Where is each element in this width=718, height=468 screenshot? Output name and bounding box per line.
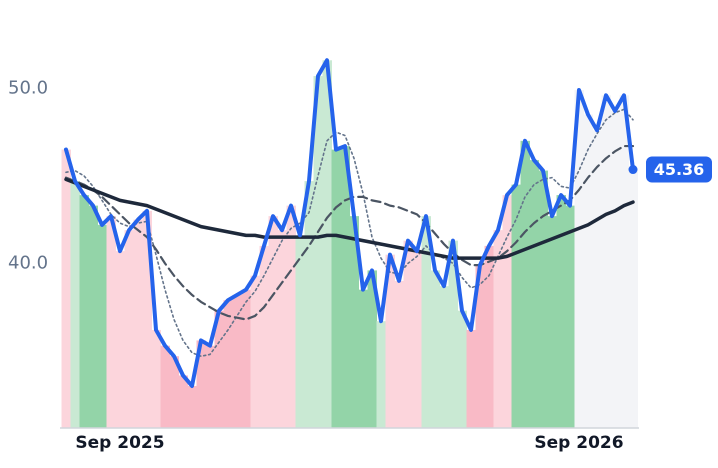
zone-bar <box>205 345 215 428</box>
zone-bar <box>142 210 152 428</box>
zone-bar <box>88 205 98 428</box>
zone-bar <box>250 275 260 428</box>
zone-bar <box>160 345 170 428</box>
zone-bar <box>547 216 557 428</box>
zone-bar <box>574 90 584 429</box>
zone-bar <box>619 95 629 428</box>
zone-bar <box>304 181 314 428</box>
zone-bar <box>331 149 341 428</box>
zone-bar <box>583 114 593 429</box>
zone-bar <box>376 321 386 428</box>
zone-bar <box>133 219 143 428</box>
zone-bar <box>241 289 251 428</box>
zone-bar <box>268 216 278 428</box>
zone-bar <box>124 230 134 428</box>
zone-bar <box>403 240 413 428</box>
x-tick-label: Sep 2026 <box>534 433 623 453</box>
zone-bar <box>394 280 404 428</box>
series-line <box>64 177 635 260</box>
zone-bar <box>214 310 224 428</box>
zone-bar <box>286 205 296 428</box>
zone-bar <box>322 60 332 428</box>
y-tick-label: 40.0 <box>8 252 48 273</box>
zone-bar <box>601 95 611 428</box>
zone-bar <box>592 130 602 428</box>
zone-bar <box>466 329 476 428</box>
zone-bar <box>97 224 107 428</box>
y-tick-label: 50.0 <box>8 77 48 98</box>
zone-bar <box>502 195 512 428</box>
zone-bar <box>457 310 467 428</box>
zone-bar <box>277 230 287 428</box>
zone-bar <box>313 76 323 428</box>
zone-bar <box>79 195 89 428</box>
zone-bar <box>295 235 305 428</box>
zone-bar <box>448 240 458 428</box>
last-value-label: 45.36 <box>654 160 705 179</box>
zone-bar <box>385 254 395 428</box>
last-value-badge <box>646 156 712 183</box>
zone-bar <box>340 146 350 428</box>
zone-bar <box>169 356 179 428</box>
last-point <box>628 165 638 175</box>
series-line <box>64 58 635 388</box>
series-line <box>65 108 634 358</box>
zone-bar <box>367 270 377 428</box>
zone-bar <box>511 184 521 428</box>
zone-bar <box>259 245 269 428</box>
zone-bar <box>610 111 620 429</box>
zone-bar <box>520 140 530 428</box>
zone-bar <box>70 181 80 428</box>
zone-bar <box>187 385 197 428</box>
zone-bar <box>475 265 485 428</box>
zone-bar <box>232 294 242 428</box>
zone-bar <box>115 251 125 428</box>
zone-bar <box>178 375 188 428</box>
zone-bar <box>196 340 206 428</box>
zone-bar <box>484 245 494 428</box>
zone-bar <box>421 216 431 428</box>
zone-bar <box>106 216 116 428</box>
zone-bar <box>439 286 449 428</box>
zone-bar <box>61 149 71 428</box>
zone-bar <box>430 270 440 428</box>
zone-bar <box>223 300 233 428</box>
zone-bar <box>151 329 161 428</box>
x-tick-label: Sep 2025 <box>75 433 164 453</box>
zone-bar <box>565 205 575 428</box>
zone-bar <box>538 170 548 428</box>
zone-bar <box>493 230 503 428</box>
zone-bar <box>556 195 566 428</box>
zone-bar <box>358 289 368 428</box>
zone-bar <box>349 216 359 428</box>
zone-bar <box>412 251 422 428</box>
zone-bar <box>628 169 638 428</box>
zone-bar <box>529 160 539 429</box>
series-line <box>64 144 635 321</box>
